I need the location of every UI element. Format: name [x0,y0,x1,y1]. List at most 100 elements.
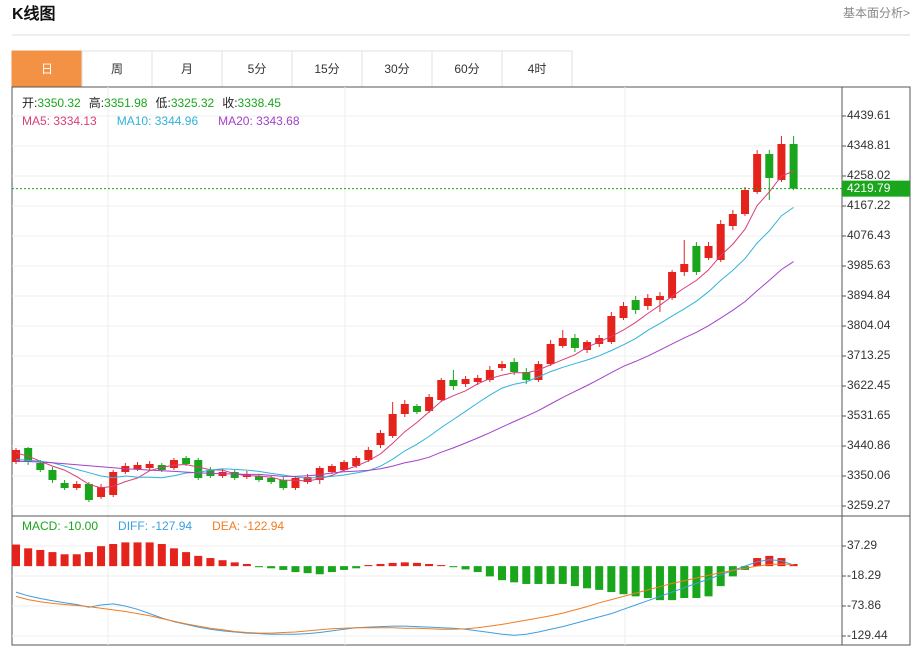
macd-bar [133,542,142,567]
candle-body [182,458,191,464]
macd-bar [558,566,567,584]
ohlc-info: 开:3350.32 高:3351.98 低:3325.32 收:3338.45 [22,95,281,110]
macd-bar [48,552,57,567]
candle-body [461,379,470,385]
candle-body [72,483,81,489]
tab-label[interactable]: 15分 [314,62,339,76]
macd-bar [145,542,154,567]
macd-bar [303,566,312,574]
legend-entry: DEA: -122.94 [212,519,284,533]
candle-body [789,143,798,189]
tab-label[interactable]: 日 [41,62,53,76]
y-tick-label: 4348.81 [847,138,891,152]
macd-bar [704,566,713,597]
candle-body [498,364,506,369]
y-tick-label: 3350.06 [847,468,891,482]
y-tick-label: 4439.61 [847,108,891,122]
macd-bar [327,566,336,573]
y-tick-label: 3894.84 [847,288,891,302]
tab[interactable] [361,50,433,88]
grid [12,115,846,637]
tab-bar: 日 周 月 5分 15分 30分 60分 4时 [11,50,573,88]
y-tick-label: 3259.27 [847,498,891,512]
fundamental-link[interactable]: 基本面分析> [843,6,910,20]
candle-body [619,305,628,319]
y-tick-label: 3804.04 [847,318,891,332]
candle-body [376,433,385,445]
labels: 4439.61 4348.81 4258.02 4167.22 4076.43 3985.… [22,95,910,642]
page-title: K线图 [12,4,56,23]
tab[interactable] [501,50,573,88]
macd-bar [607,566,616,593]
info-value: 3325.32 [171,96,215,110]
candle-body [60,482,69,489]
ma-line [15,206,794,479]
macd-bar [242,563,251,567]
info-label: 低: [155,96,170,110]
y-tick-label: 3985.63 [847,258,891,272]
candle-body [473,377,482,382]
candle-body [255,475,263,480]
tab-label[interactable]: 月 [181,62,193,76]
candle-body [327,466,336,472]
macd-bar [267,566,276,569]
macd-bar [546,566,555,584]
macd-bar [169,548,178,567]
candle-body [558,338,567,347]
candle-body [437,380,446,400]
macd-bar [777,558,786,567]
tab-label[interactable]: 30分 [384,62,409,76]
candle-body [12,449,20,463]
legend-entry: MACD: -10.00 [22,519,98,533]
candle-body [534,364,543,381]
candle-body [133,464,142,470]
info-label: 高: [89,95,104,110]
candle-body [388,414,397,437]
macd-bar [461,566,470,570]
tab[interactable] [81,50,153,88]
legend-entry: MA5: 3334.13 [22,114,97,128]
candle-body [716,224,725,261]
candle-body [36,463,45,471]
info-label: 开: [22,96,37,110]
candle-body [692,245,701,272]
y-tick-label: 3713.25 [847,348,891,362]
y-tick-label: 4258.02 [847,168,891,182]
macd-bar [340,566,349,570]
ma-line [15,170,794,489]
macd-bar [631,566,640,597]
macd-bar [583,566,592,589]
tab-label[interactable]: 5分 [248,62,267,76]
y-tick-label: 4167.22 [847,198,891,212]
y-tick-label: 37.29 [847,538,877,552]
macd-bar [24,548,33,567]
legend-entry: MA20: 3343.68 [218,114,300,128]
macd-bar [218,560,227,567]
legend-entry: DIFF: -127.94 [118,519,192,533]
macd-bar [425,563,434,567]
tab-label[interactable]: 周 [111,62,123,76]
tab-label[interactable]: 4时 [528,62,547,76]
macd-bar [36,549,45,567]
y-tick-label: 3622.45 [847,378,891,392]
candle-body [352,458,361,467]
macd-bar [121,542,130,567]
y-tick-label: 3440.86 [847,438,891,452]
y-tick-label: -129.44 [847,628,888,642]
tab-label[interactable]: 60分 [454,62,479,76]
macd-bar [570,566,579,587]
candle-body [24,448,33,463]
macd-bar [473,566,482,573]
macd-bar [291,566,300,573]
y-tick-label: -18.29 [847,568,881,582]
candle-body [765,154,774,178]
macd-bar [449,566,458,568]
ma-line [15,261,794,477]
candle-body [777,143,786,181]
last-price-label: 4219.79 [847,181,891,195]
macd-bar [716,566,725,587]
macd-bar [194,555,203,567]
candle-body [48,470,57,480]
last-price-box [842,180,910,197]
macd-bar [655,566,664,601]
